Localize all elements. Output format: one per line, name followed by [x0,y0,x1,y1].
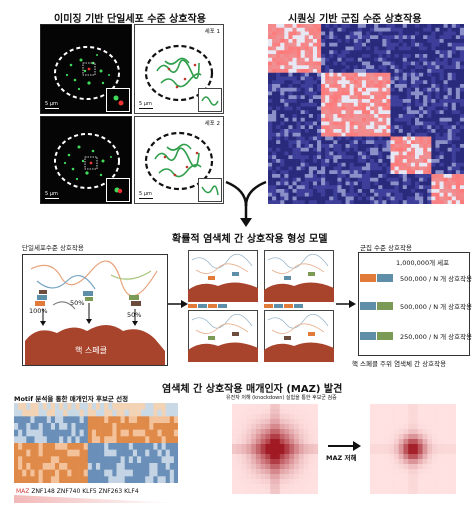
cell2-label: 세포 2 [204,121,220,127]
motif-heatmap-grid [14,403,178,483]
knockdown-arrow [328,441,361,451]
contact-matrix [268,24,464,204]
cell2-zoom-inset [106,178,130,202]
row1-text: 500,000 / N 개 상호작용 [400,274,473,283]
arrow-to-cells [168,300,188,308]
cell1-fluorescence-image [54,46,120,100]
scale-bar: 5 μm [45,101,59,109]
merge-arrow [225,180,267,227]
cell2-chromosome-trace [144,131,214,191]
knockdown-aggregate-map [370,404,456,494]
row3-text: 250,000 / N 개 상호작용 [400,332,473,341]
pct-100: 100% [29,307,48,315]
sequencing-title: 시퀀싱 기반 군집 수준 상호작용 [288,14,422,25]
single-cell-model-diagram [25,260,165,365]
cell2-fluorescence-image [54,133,120,189]
scale-bar: 5 μm [139,191,153,199]
gene-maz: MAZ [16,488,30,495]
rank-gradient-bar [14,495,178,503]
knockdown-label: 유전자 저해 (knockdown) 실험을 통한 후보군 검증 [226,395,337,401]
gene-labels: MAZ ZNF148 ZNF740 KLF5 ZNF263 KLF4 [16,488,139,495]
cell-state-grid [188,250,334,368]
population-row-1: 500,000 / N 개 상호작용 [360,272,472,283]
scale-bar: 5 μm [45,191,59,199]
cell1-trace-panel: 세포 1 5 μm [134,24,224,114]
motif-heatmap [14,403,178,483]
cell1-trace-inset [198,88,222,112]
population-label: 군집 수준 상호작용 [360,244,412,252]
cell-state-box [188,310,258,362]
million-cells: 1,000,000개 세포 [396,259,450,267]
gene-klf4: KLF4 [124,488,139,495]
chromosome-pair-left [35,290,47,306]
single-cell-label: 단일세포수준 상호작용 [22,244,84,252]
maz-title: 염색체 간 상호작용 매개인자 (MAZ) 발견 [162,384,343,395]
population-row-3: 250,000 / N 개 상호작용 [360,330,472,341]
maz-knockdown-label: MAZ 저해 [326,454,357,462]
gene-klf5: KLF5 [82,488,97,495]
population-row-2: 500,000 / N 개 상호작용 [360,300,472,311]
chromosome-pair-center [83,291,93,301]
cell-state-box [264,250,334,302]
cell-state-box [188,250,258,302]
imaging-title: 이미징 기반 단일세포 수준 상호작용 [54,14,206,25]
motif-label: Motif 분석을 통한 매개인자 후보군 선정 [14,395,129,403]
scale-bar: 5 μm [139,101,153,109]
gene-znf148: ZNF148 [31,488,55,495]
pct-50-b: 50% [127,311,142,319]
cell2-fluorescence-panel: 5 μm [40,116,132,204]
arrow-to-population [336,300,356,308]
gene-znf263: ZNF263 [98,488,123,495]
knockdown-aggregate-heatmap [370,404,456,494]
pct-50-a: 50% [70,299,85,307]
cell2-trace-inset [198,178,222,202]
single-cell-model-panel: 100% 50% 50% 핵 스페클 [22,254,168,366]
speckle-label: 핵 스페클 [75,346,107,355]
gene-znf740: ZNF740 [56,488,81,495]
control-aggregate-heatmap [232,404,318,494]
cell-state-diagrams [188,250,334,368]
row2-text: 500,000 / N 개 상호작용 [400,302,473,311]
model-title: 확률적 염색체 간 상호작용 형성 모델 [172,234,328,245]
cell1-zoom-inset [106,88,130,112]
cell1-label: 세포 1 [204,29,220,35]
cell2-trace-panel: 세포 2 5 μm [134,116,224,204]
chromosome-pair-right [129,295,141,306]
cell1-chromosome-trace [144,44,214,102]
cell1-fluorescence-panel: 5 μm [40,24,132,114]
population-box [358,252,470,356]
contact-matrix-heatmap [268,24,464,204]
cell-state-box [264,310,334,362]
control-aggregate-map [232,404,318,494]
population-footer: 핵 스페클 주위 염색체 간 상호작용 [352,360,447,368]
nuclear-speckle-shape [25,325,165,365]
